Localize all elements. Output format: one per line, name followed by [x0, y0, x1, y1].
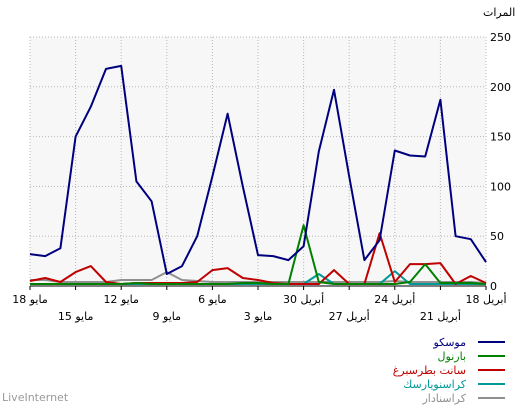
brand-label: LiveInternet: [2, 391, 69, 404]
legend-label: كراسنويارسك: [403, 378, 467, 391]
x-tick-label: 24 أبريل: [374, 292, 415, 306]
x-tick-label: 9 مايو: [153, 310, 182, 323]
y-tick-labels: 0 50 100 150 200 250: [490, 31, 511, 293]
x-tick-label: 30 أبريل: [283, 292, 324, 306]
x-tick-label: 12 مايو: [103, 293, 139, 306]
y-tick-label: 50: [490, 230, 504, 243]
legend-label: بارنول: [438, 350, 466, 363]
x-tick-label: 21 أبريل: [420, 309, 461, 323]
series-line: [29, 64, 487, 275]
y-tick-label: 100: [490, 180, 511, 193]
y-tick-label: 200: [490, 81, 511, 94]
y-tick-label: 0: [490, 280, 497, 293]
x-tick-label: 27 أبريل: [329, 309, 370, 323]
x-tick-label: 18 أبريل: [465, 292, 506, 306]
legend-label: موسكو: [432, 336, 466, 349]
series-line: [29, 232, 487, 285]
x-tick-label: 15 مايو: [58, 310, 94, 323]
x-tick-label: 3 مايو: [244, 310, 273, 323]
x-tick-label: 6 مايو: [198, 293, 227, 306]
legend-label: كراسنادار: [421, 392, 466, 405]
x-tick-labels: 18 أبريل 24 أبريل 30 أبريل 6 مايو 12 مايو 18 …: [12, 286, 507, 323]
y-tick-label: 150: [490, 131, 511, 144]
legend-label: سانت بطرسبرغ: [393, 364, 466, 377]
series-line: [30, 224, 487, 285]
plot-area: [30, 37, 486, 286]
series-lines: [29, 64, 487, 285]
x-tick-label: 18 مايو: [12, 293, 48, 306]
y-axis-label: المرات: [483, 6, 515, 19]
y-tick-label: 250: [490, 31, 511, 44]
